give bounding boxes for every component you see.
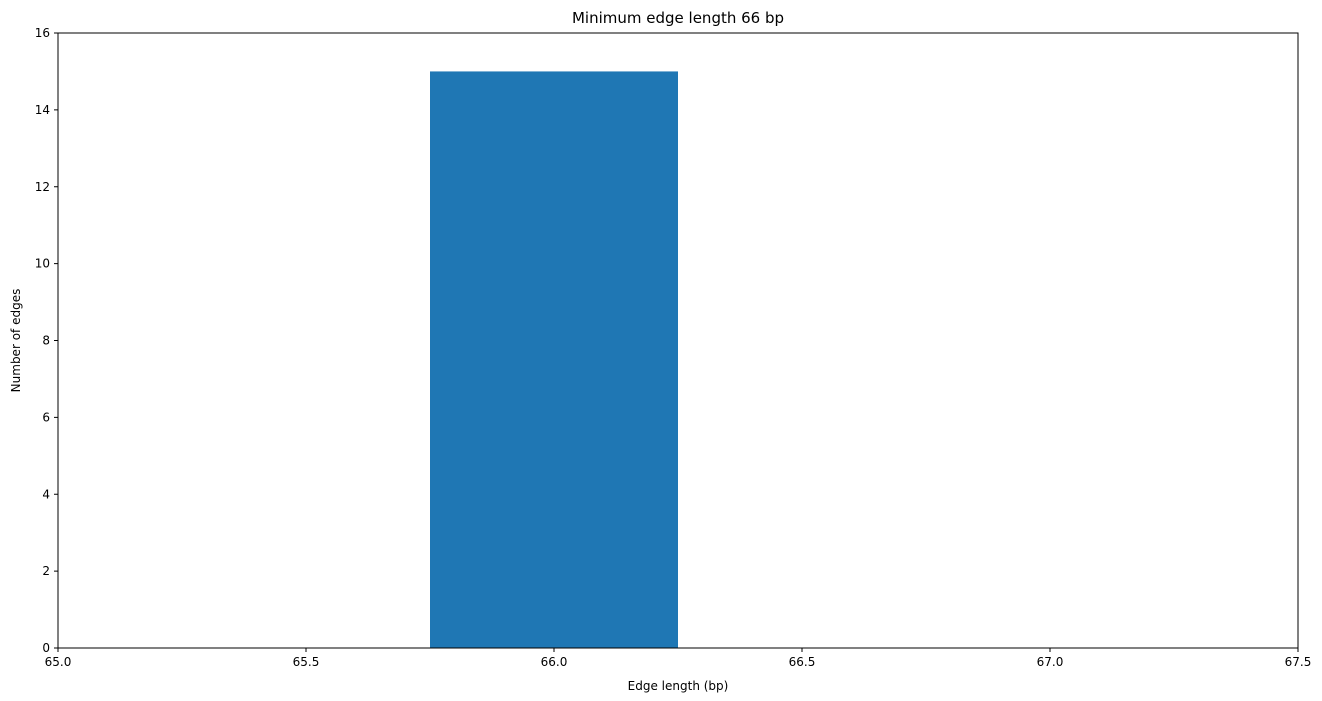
y-tick-label: 6 [42, 410, 50, 424]
y-tick-label: 12 [35, 180, 50, 194]
y-tick-label: 4 [42, 487, 50, 501]
chart-title: Minimum edge length 66 bp [572, 9, 784, 27]
y-tick-label: 16 [35, 26, 50, 40]
y-tick-label: 2 [42, 564, 50, 578]
y-tick-label: 10 [35, 257, 50, 271]
y-axis-label: Number of edges [9, 289, 23, 393]
bar-0 [430, 71, 678, 648]
x-axis-ticks: 65.0 65.5 66.0 66.5 67.0 67.5 [45, 648, 1312, 669]
y-tick-label: 0 [42, 641, 50, 655]
bars-group [430, 71, 678, 648]
x-tick-label: 66.5 [789, 655, 816, 669]
x-tick-label: 65.5 [293, 655, 320, 669]
x-axis-label: Edge length (bp) [628, 679, 729, 693]
x-tick-label: 65.0 [45, 655, 72, 669]
y-axis-ticks: 0 2 4 6 8 10 12 14 16 [35, 26, 58, 655]
y-tick-label: 14 [35, 103, 50, 117]
x-tick-label: 67.5 [1285, 655, 1312, 669]
x-tick-label: 67.0 [1037, 655, 1064, 669]
y-tick-label: 8 [42, 334, 50, 348]
x-tick-label: 66.0 [541, 655, 568, 669]
